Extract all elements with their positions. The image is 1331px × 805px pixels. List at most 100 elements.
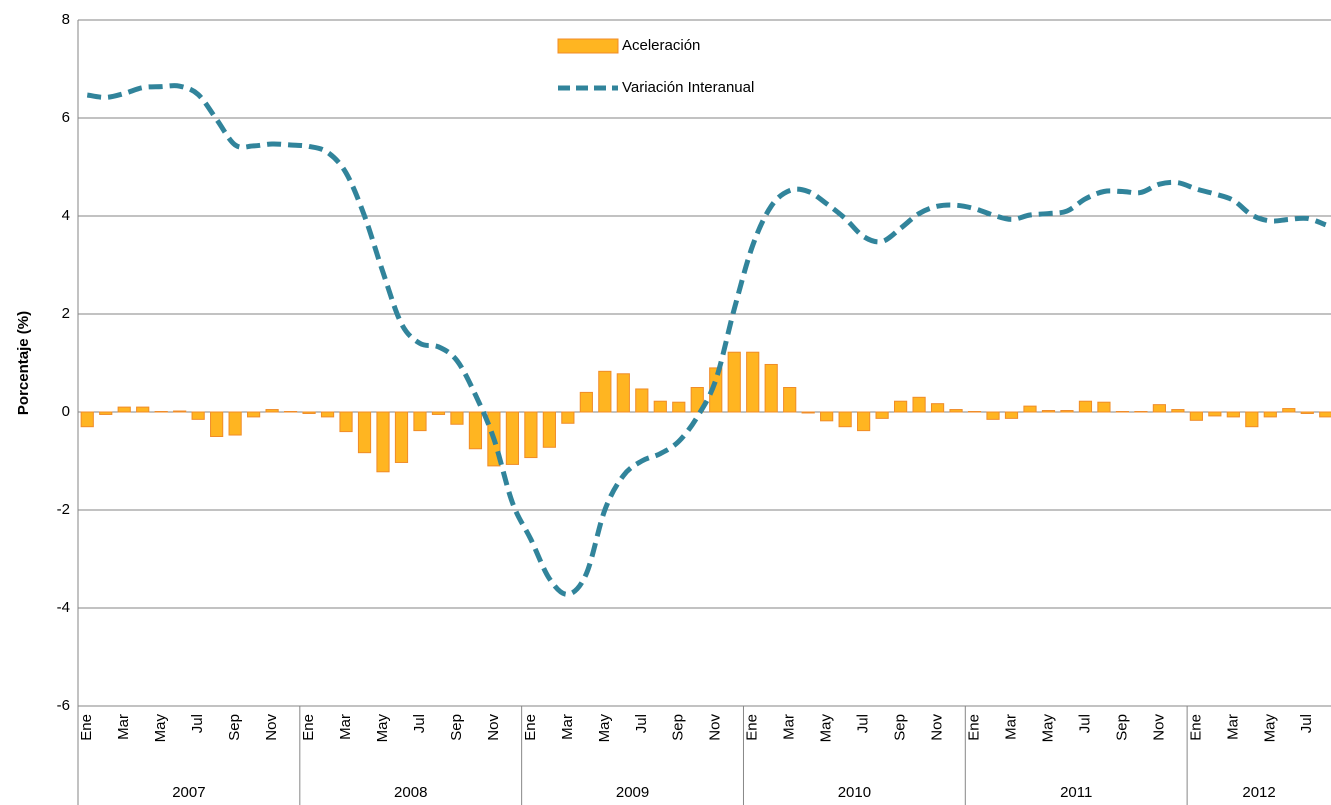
x-tick-label: Mar <box>1224 714 1241 740</box>
x-tick-label: Sep <box>1113 714 1130 741</box>
bar <box>986 411 1000 420</box>
bar <box>635 388 649 413</box>
bar <box>173 410 187 413</box>
y-tick-label: 2 <box>62 305 70 322</box>
bar <box>283 411 298 413</box>
bar <box>431 411 446 415</box>
y-tick-label: 0 <box>62 403 70 420</box>
bar <box>746 351 760 413</box>
bar <box>1245 411 1259 428</box>
bar <box>524 411 538 459</box>
bar <box>1189 411 1203 421</box>
bar <box>672 401 686 413</box>
x-tick-label: May <box>374 714 391 743</box>
bar <box>1041 410 1056 413</box>
bar <box>1319 411 1331 418</box>
x-tick-label: May <box>1039 714 1056 743</box>
bar <box>1004 411 1019 419</box>
bar <box>320 411 335 418</box>
bar <box>450 411 464 425</box>
bar <box>357 411 372 454</box>
x-tick-label: Mar <box>337 714 354 740</box>
bar <box>468 411 483 450</box>
bar <box>542 411 556 448</box>
bar <box>893 400 908 413</box>
x-tick-label: Ene <box>966 714 983 741</box>
year-label: 2009 <box>616 784 649 801</box>
bar <box>764 363 778 413</box>
bar <box>1171 409 1185 413</box>
bar <box>1023 405 1037 413</box>
bar <box>912 396 926 413</box>
x-tick-label: Ene <box>300 714 317 741</box>
year-label: 2011 <box>1060 784 1092 801</box>
x-tick-label: Jul <box>855 714 872 733</box>
x-tick-label: May <box>1261 714 1278 743</box>
x-tick-label: Jul <box>411 714 428 733</box>
bar <box>1115 411 1130 413</box>
x-tick-label: Ene <box>522 714 539 741</box>
x-tick-label: Ene <box>78 714 95 741</box>
bar <box>561 411 575 424</box>
legend-label: Variación Interanual <box>622 79 754 96</box>
y-tick-label: -6 <box>57 697 70 714</box>
bar <box>1078 400 1093 413</box>
x-tick-label: Jul <box>1076 714 1093 733</box>
x-tick-label: Nov <box>707 714 724 741</box>
bar <box>505 411 520 465</box>
bar <box>727 351 741 413</box>
bar <box>210 411 224 437</box>
bar <box>99 411 113 415</box>
bar <box>1152 404 1166 413</box>
bar <box>117 406 131 413</box>
x-tick-label: Ene <box>744 714 761 741</box>
bar <box>967 411 982 413</box>
x-tick-label: Sep <box>226 714 243 741</box>
x-tick-label: Nov <box>485 714 502 741</box>
x-tick-label: Mar <box>115 714 132 740</box>
x-tick-label: Jul <box>633 714 650 733</box>
y-tick-label: 4 <box>62 207 70 224</box>
x-tick-label: Jul <box>189 714 206 733</box>
x-tick-label: May <box>596 714 613 743</box>
x-tick-label: Sep <box>448 714 465 741</box>
year-label: 2012 <box>1242 784 1275 801</box>
year-label: 2007 <box>172 784 205 801</box>
bar <box>820 411 834 422</box>
x-tick-label: Sep <box>892 714 909 741</box>
x-tick-label: Nov <box>1150 714 1167 741</box>
x-tick-label: May <box>152 714 169 743</box>
legend-swatch <box>557 38 619 54</box>
y-tick-label: -4 <box>57 599 70 616</box>
x-tick-label: May <box>818 714 835 743</box>
bar <box>191 411 205 420</box>
bar <box>1060 410 1074 413</box>
x-tick-label: Ene <box>1187 714 1204 741</box>
bar <box>598 370 612 413</box>
bar <box>228 411 242 436</box>
bar <box>247 411 261 418</box>
bar <box>949 409 963 413</box>
bar <box>265 409 279 413</box>
x-tick-label: Mar <box>1002 714 1019 740</box>
bar <box>690 387 704 413</box>
bar <box>1208 411 1222 417</box>
bar <box>1263 411 1277 418</box>
bar <box>653 400 667 413</box>
bar <box>838 411 852 428</box>
bar <box>1300 411 1314 414</box>
bar <box>302 411 316 414</box>
bar <box>80 411 94 428</box>
line <box>86 83 1327 597</box>
y-tick-label: 8 <box>62 11 70 28</box>
bar <box>1134 411 1148 413</box>
x-tick-label: Mar <box>559 714 576 740</box>
x-tick-label: Jul <box>1298 714 1315 733</box>
bar <box>1282 408 1296 413</box>
bar <box>394 411 409 463</box>
bar <box>1097 401 1111 413</box>
y-tick-label: -2 <box>57 501 70 518</box>
x-tick-label: Nov <box>263 714 280 741</box>
bar <box>413 411 427 432</box>
